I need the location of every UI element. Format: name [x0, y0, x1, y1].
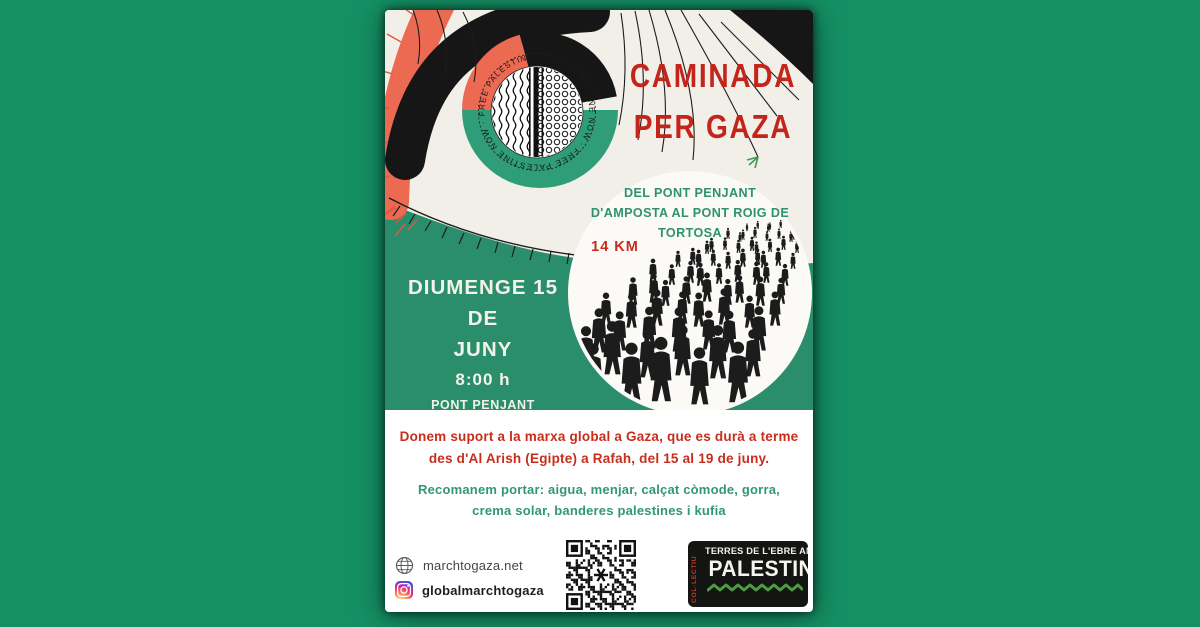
- eye-illustration: FREE PALESTINE NOW · FREE PALESTINE NOW …: [385, 10, 813, 410]
- event-date-line2: JUNY: [453, 338, 513, 361]
- website-row: marchtogaza.net: [395, 556, 523, 575]
- logo-region-text: TERRES DE L'EBRE AMB: [705, 546, 808, 557]
- red-lashes: [385, 10, 418, 237]
- event-date-line1: DIUMENGE 15 DE: [408, 276, 558, 330]
- leaf-sprig: [746, 156, 759, 169]
- info-section: Donem suport a la marxa global a Gaza, q…: [385, 410, 813, 540]
- logo-main: TERRES DE L'EBRE AMB PALESTINA: [705, 546, 809, 592]
- keffiyeh-iris: FREE PALESTINE NOW · FREE PALESTINE NOW …: [385, 10, 596, 172]
- instagram-row: globalmarchtogaza: [395, 581, 544, 599]
- instagram-icon: [395, 581, 413, 599]
- support-text: Donem suport a la marxa global a Gaza, q…: [399, 429, 799, 466]
- poster-art: FREE PALESTINE NOW · FREE PALESTINE NOW …: [385, 10, 813, 435]
- globe-icon: [395, 556, 414, 575]
- title-line-1: CAMINADA: [629, 57, 797, 94]
- poster: FREE PALESTINE NOW · FREE PALESTINE NOW …: [385, 10, 813, 612]
- event-time: 8:00 h: [455, 370, 511, 389]
- qr-code: [566, 540, 636, 610]
- route-text: DEL PONT PENJANT D'AMPOSTA AL PONT ROIG …: [590, 185, 790, 240]
- logo-palestina-text: PALESTINA: [708, 556, 809, 581]
- collective-logo: COL·LECTIU TERRES DE L'EBRE AMB PALESTIN…: [688, 541, 808, 607]
- title-line-2: PER GAZA: [633, 108, 793, 145]
- distance-label: 14 KM: [591, 239, 639, 255]
- website-text: marchtogaza.net: [423, 558, 523, 573]
- bring-text: Recomanem portar: aigua, menjar, calçat …: [418, 482, 780, 518]
- instagram-handle: globalmarchtogaza: [422, 582, 544, 598]
- upper-lashes: [412, 10, 800, 161]
- logo-zigzag: [707, 583, 803, 592]
- logo-vertical-text: COL·LECTIU: [691, 555, 698, 603]
- poster-title: CAMINADA PER GAZA: [626, 50, 799, 152]
